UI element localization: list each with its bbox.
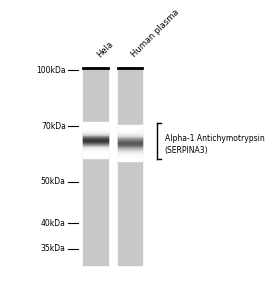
Text: 50kDa: 50kDa [41,177,66,186]
Bar [83,68,108,265]
Text: 35kDa: 35kDa [41,244,66,253]
Bar [118,68,142,265]
Text: Hela: Hela [95,39,115,59]
Text: Alpha-1 Antichymotrypsin
(SERPINA3): Alpha-1 Antichymotrypsin (SERPINA3) [165,134,265,154]
Text: Human plasma: Human plasma [130,8,181,59]
Text: 100kDa: 100kDa [36,66,66,75]
Text: 40kDa: 40kDa [41,219,66,228]
Text: 70kDa: 70kDa [41,122,66,130]
